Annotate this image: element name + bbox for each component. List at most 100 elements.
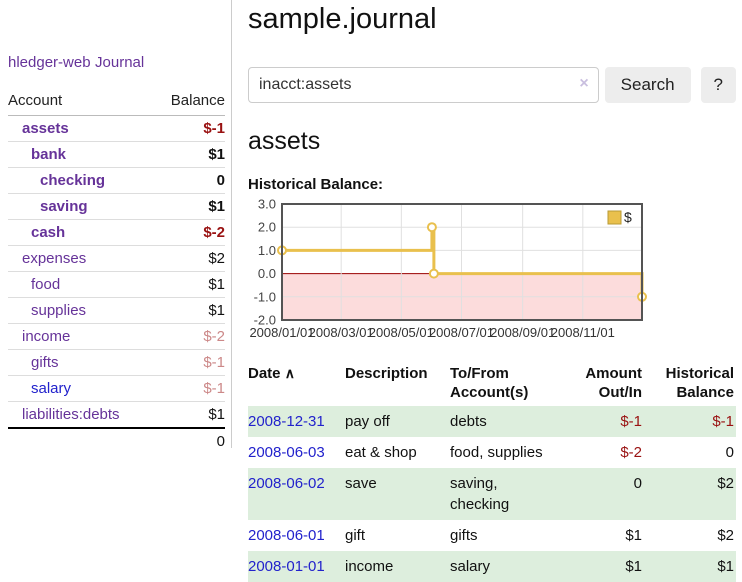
sidebar-account-row: expenses $2 <box>8 245 225 272</box>
sort-ascending-icon[interactable]: ∧ <box>284 365 295 381</box>
sidebar-item-journal[interactable]: Journal <box>95 54 145 71</box>
sidebar-account-row: cash $-2 <box>8 219 225 246</box>
transaction-accounts: food, supplies <box>450 444 543 461</box>
sidebar-account-row: bank $1 <box>8 141 225 168</box>
transaction-historical-balance: $2 <box>717 527 734 544</box>
y-tick-label: 0.0 <box>258 266 276 281</box>
sidebar-account-balance: $2 <box>154 245 225 272</box>
sidebar-account-link-supplies[interactable]: supplies <box>31 302 87 319</box>
y-tick-label: -2.0 <box>254 313 276 328</box>
chart-title: Historical Balance: <box>248 176 384 193</box>
sidebar-account-balance: $-1 <box>154 349 225 376</box>
transaction-accounts: debts <box>450 413 487 430</box>
transaction-amount: $-1 <box>620 413 642 430</box>
clear-search-icon[interactable]: × <box>579 75 589 92</box>
sidebar-account-balance: $-1 <box>154 115 225 142</box>
sidebar-account-link-assets[interactable]: assets <box>22 120 69 137</box>
transaction-description: income <box>345 558 394 575</box>
x-tick-label: 2008/05/01 <box>369 325 434 340</box>
register-row: 2008-06-01 gift gifts $1 $2 <box>248 520 736 551</box>
transaction-description: gift <box>345 527 366 544</box>
sidebar-account-balance: $1 <box>154 141 225 168</box>
sidebar-account-row: checking 0 <box>8 167 225 194</box>
sidebar-account-link-checking[interactable]: checking <box>40 172 106 189</box>
sidebar-account-row: income $-2 <box>8 323 225 350</box>
sidebar-account-balance: $1 <box>154 193 225 220</box>
transaction-date-link[interactable]: 2008-06-02 <box>248 475 325 492</box>
register-row: 2008-06-03 eat & shop food, supplies $-2 0 <box>248 437 736 468</box>
transaction-accounts: salary <box>450 558 491 575</box>
sidebar-account-link-salary[interactable]: salary <box>31 380 72 397</box>
sidebar-account-row: saving $1 <box>8 193 225 220</box>
legend-swatch <box>607 210 622 225</box>
sidebar-account-link-liabilities-debts[interactable]: liabilities:debts <box>22 406 120 423</box>
sidebar-account-balance: $-1 <box>154 375 225 402</box>
transaction-date-link[interactable]: 2008-12-31 <box>248 413 325 430</box>
transaction-accounts: gifts <box>450 527 478 544</box>
sidebar-account-balance: $1 <box>154 271 225 298</box>
x-tick-label: 2008/07/01 <box>429 325 494 340</box>
sidebar-account-link-saving[interactable]: saving <box>40 198 88 215</box>
brand-link[interactable]: hledger-web <box>8 54 91 71</box>
sidebar-account-balance: $1 <box>208 406 225 423</box>
transaction-historical-balance: $-1 <box>712 413 734 430</box>
sidebar-account-balance: $-2 <box>154 323 225 350</box>
transaction-amount: 0 <box>633 475 642 492</box>
x-tick-label: 2008/09/01 <box>490 325 555 340</box>
search-button[interactable]: Search <box>604 67 691 103</box>
sidebar-account-link-expenses[interactable]: expenses <box>22 250 87 267</box>
chart-canvas: $3.0 2.0 1.0 0.0 -1.0 -2.02008/01/012008/03/0… <box>249 197 647 340</box>
x-tick-label: 2008/03/01 <box>309 325 374 340</box>
accounts-total-row: 0 <box>8 427 225 454</box>
transaction-date-link[interactable]: 2008-06-01 <box>248 527 325 544</box>
register-row: 2008-12-31 pay off debts $-1 $-1 <box>248 406 736 437</box>
search-bar: × Search ? <box>248 67 736 103</box>
transaction-historical-balance: 0 <box>725 444 734 461</box>
register-column-header-description: Description <box>345 365 428 382</box>
accounts-total-value: 0 <box>154 427 225 454</box>
sidebar-account-link-gifts[interactable]: gifts <box>31 354 59 371</box>
y-tick-label: -1.0 <box>254 289 276 304</box>
account-heading: assets <box>248 127 321 155</box>
sidebar-account-balance: $-2 <box>154 219 225 246</box>
register-column-header-historical: Historical Balance <box>665 365 734 401</box>
sidebar-account-link-income[interactable]: income <box>22 328 71 345</box>
page-title: sample.journal <box>248 3 437 35</box>
register-row: 2008-01-01 income salary $1 $1 <box>248 551 736 582</box>
transaction-description: save <box>345 475 377 492</box>
sidebar-account-link-cash[interactable]: cash <box>31 224 66 241</box>
register-table: Date ∧ Description To/From Account(s) Amount… <box>248 362 736 582</box>
legend-label: $ <box>624 209 632 225</box>
transaction-accounts: saving, checking <box>450 475 510 513</box>
transaction-date-link[interactable]: 2008-01-01 <box>248 558 325 575</box>
sidebar-account-link-food[interactable]: food <box>31 276 61 293</box>
register-column-header-tofrom: To/From Account(s) <box>450 365 529 401</box>
sidebar-account-row: gifts $-1 <box>8 349 225 376</box>
accounts-table: Account Balance assets $-1 bank $1 checking 0… <box>8 90 225 454</box>
transaction-description: eat & shop <box>345 444 417 461</box>
register-column-header-date[interactable]: Date ∧ <box>248 365 295 382</box>
sidebar-account-balance: 0 <box>154 167 225 194</box>
historical-balance-chart: $3.0 2.0 1.0 0.0 -1.0 -2.0 2008/01/01 2008/03/0… <box>248 197 736 349</box>
sidebar-account-row: supplies $1 <box>8 297 225 324</box>
y-tick-label: 2.0 <box>258 220 276 235</box>
sidebar-account-row: food $1 <box>8 271 225 298</box>
register-row: 2008-06-02 save saving, checking 0 $2 <box>248 468 736 520</box>
sidebar-account-row: liabilities:debts $1 <box>8 402 225 429</box>
transaction-amount: $-2 <box>620 444 642 461</box>
search-input[interactable] <box>248 67 599 103</box>
sidebar-account-link-bank[interactable]: bank <box>31 146 67 163</box>
sidebar: hledger-web Journal Account Balance asse… <box>0 0 232 454</box>
transaction-date-link[interactable]: 2008-06-03 <box>248 444 325 461</box>
search-help-button[interactable]: ? <box>700 67 736 103</box>
transaction-amount: $1 <box>625 558 642 575</box>
accounts-header-account: Account <box>8 90 155 116</box>
transaction-historical-balance: $2 <box>717 475 734 492</box>
x-tick-label: 2008/01/01 <box>249 325 314 340</box>
sidebar-account-row: assets $-1 <box>8 115 225 142</box>
transaction-historical-balance: $1 <box>717 558 734 575</box>
transaction-description: pay off <box>345 413 390 430</box>
transaction-amount: $1 <box>625 527 642 544</box>
y-tick-label: 1.0 <box>258 243 276 258</box>
